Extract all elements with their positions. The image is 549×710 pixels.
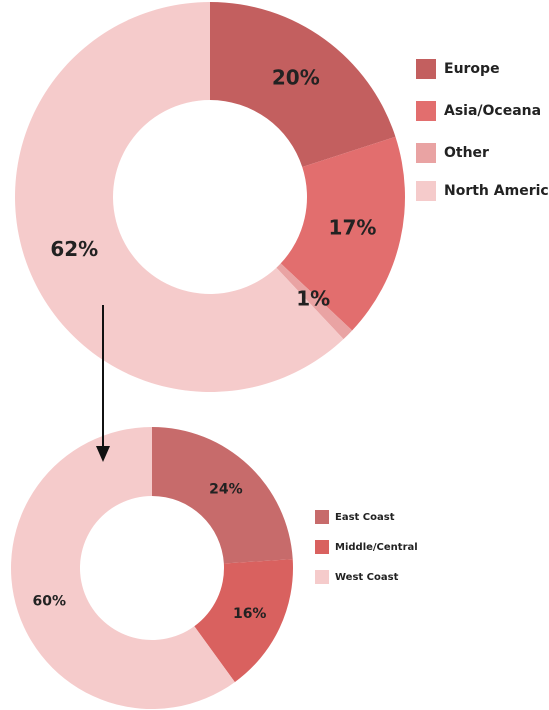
value-label: 20% (272, 65, 320, 89)
legend-label: Asia/Oceana (444, 103, 541, 119)
arrow-head (96, 446, 110, 462)
value-label: 24% (209, 481, 243, 497)
value-label: 60% (33, 593, 67, 609)
legend-label: East Coast (335, 512, 395, 523)
legend-label: North America (444, 183, 549, 199)
donut-slice (10, 427, 235, 709)
legend-swatch (416, 143, 436, 163)
donut-slice (152, 427, 293, 564)
donut-slice (15, 2, 344, 392)
legend-label: Middle/Central (335, 542, 418, 553)
donut-slice (194, 559, 294, 683)
value-label: 16% (233, 606, 267, 622)
legend-label: West Coast (335, 572, 399, 583)
legend-swatch (416, 181, 436, 201)
legend-label: Other (444, 145, 489, 161)
legend-swatch (416, 59, 436, 79)
value-label: 1% (296, 287, 330, 311)
donut-slice (276, 263, 353, 340)
legend-swatch (416, 101, 436, 121)
donut-slice (280, 136, 406, 331)
value-label: 17% (329, 215, 377, 239)
legend-swatch (315, 540, 329, 554)
value-label: 62% (50, 237, 98, 261)
legend-swatch (315, 570, 329, 584)
legend-label: Europe (444, 61, 500, 77)
legend-swatch (315, 510, 329, 524)
donut-slice (210, 2, 396, 168)
